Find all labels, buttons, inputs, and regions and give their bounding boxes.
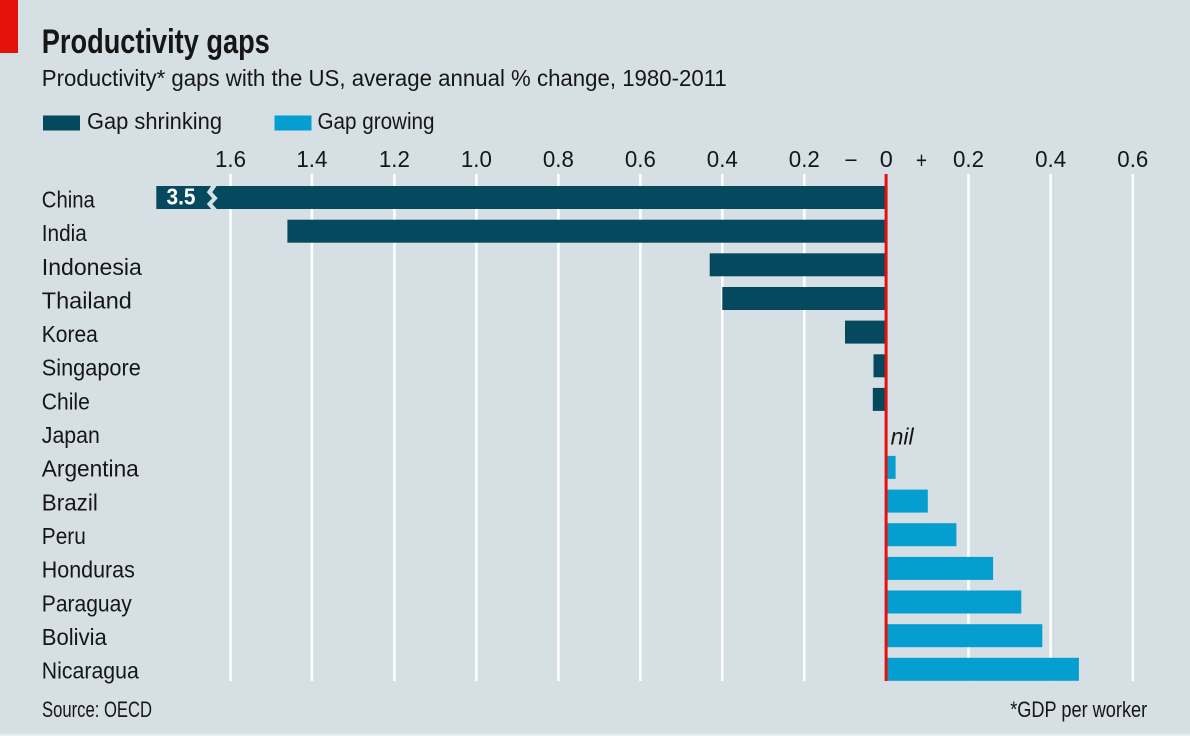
svg-text:Peru: Peru bbox=[42, 523, 86, 549]
svg-text:3.5: 3.5 bbox=[167, 184, 196, 210]
svg-text:Japan: Japan bbox=[42, 422, 100, 448]
svg-text:India: India bbox=[42, 220, 88, 246]
svg-text:0.2: 0.2 bbox=[789, 146, 820, 172]
svg-text:Indonesia: Indonesia bbox=[42, 254, 143, 280]
svg-text:1.2: 1.2 bbox=[379, 146, 410, 172]
svg-text:nil: nil bbox=[891, 424, 915, 450]
svg-text:Thailand: Thailand bbox=[42, 287, 132, 313]
svg-text:Bolivia: Bolivia bbox=[42, 624, 108, 650]
svg-text:1.0: 1.0 bbox=[461, 146, 492, 172]
svg-text:1.4: 1.4 bbox=[296, 146, 327, 172]
svg-text:0.4: 0.4 bbox=[707, 146, 738, 172]
svg-text:Korea: Korea bbox=[42, 321, 99, 347]
svg-text:Paraguay: Paraguay bbox=[42, 590, 132, 616]
svg-text:+: + bbox=[916, 147, 927, 173]
svg-text:0.2: 0.2 bbox=[953, 146, 984, 172]
svg-text:0.4: 0.4 bbox=[1035, 146, 1066, 172]
svg-text:*GDP per worker: *GDP per worker bbox=[1010, 697, 1147, 722]
svg-text:Source: OECD: Source: OECD bbox=[42, 697, 152, 722]
svg-text:Singapore: Singapore bbox=[42, 355, 141, 381]
svg-text:0.8: 0.8 bbox=[543, 146, 574, 172]
svg-text:Chile: Chile bbox=[42, 388, 90, 414]
svg-text:Gap growing: Gap growing bbox=[318, 108, 435, 134]
svg-text:Honduras: Honduras bbox=[42, 557, 135, 583]
svg-text:0.6: 0.6 bbox=[625, 146, 656, 172]
svg-text:1.6: 1.6 bbox=[215, 146, 246, 172]
svg-text:Gap shrinking: Gap shrinking bbox=[87, 108, 222, 134]
svg-text:0: 0 bbox=[880, 146, 893, 172]
svg-text:Nicaragua: Nicaragua bbox=[42, 658, 140, 684]
svg-text:Argentina: Argentina bbox=[42, 456, 140, 482]
svg-text:Productivity gaps: Productivity gaps bbox=[42, 23, 270, 61]
svg-text:Productivity* gaps with the US: Productivity* gaps with the US, average … bbox=[42, 65, 727, 91]
svg-text:Brazil: Brazil bbox=[42, 489, 98, 515]
svg-text:–: – bbox=[846, 145, 858, 171]
svg-text:China: China bbox=[42, 187, 96, 213]
svg-text:0.6: 0.6 bbox=[1117, 146, 1148, 172]
